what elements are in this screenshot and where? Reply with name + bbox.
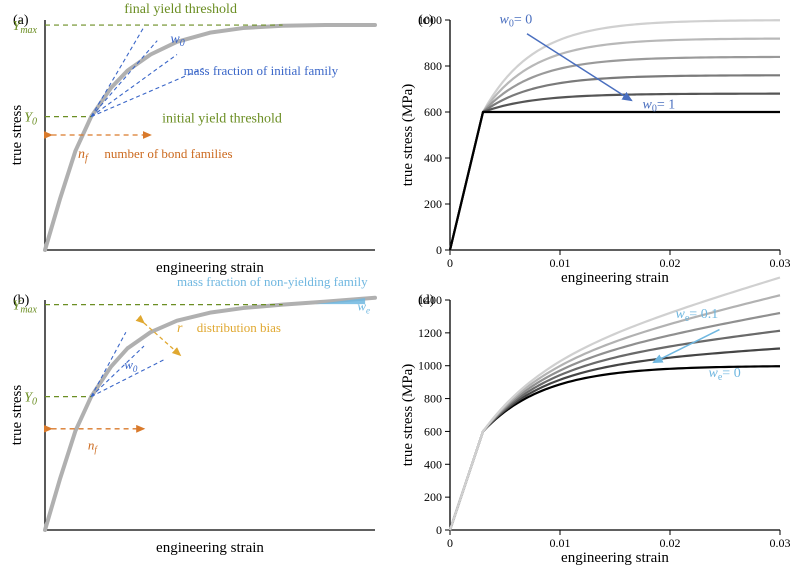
svg-text:true stress: true stress [9,385,25,446]
svg-text:we: we [357,298,370,315]
svg-text:final yield threshold: final yield threshold [124,2,237,17]
svg-text:number of bond families: number of bond families [104,146,232,161]
svg-text:engineering strain: engineering strain [561,550,669,566]
svg-text:w0: w0 [124,357,138,374]
svg-text:we= 0.1: we= 0.1 [676,307,719,324]
svg-text:400: 400 [424,457,442,471]
svg-text:distribution bias: distribution bias [197,320,281,335]
svg-text:true stress: true stress [9,105,25,166]
svg-text:0.02: 0.02 [660,256,681,270]
svg-text:engineering strain: engineering strain [156,540,264,556]
svg-text:0: 0 [436,243,442,257]
svg-text:initial yield threshold: initial yield threshold [162,111,282,126]
figure-svg: engineering straintrue stress(a)YmaxY0fi… [0,0,800,568]
svg-text:mass fraction of non-yielding: mass fraction of non-yielding family [177,274,368,289]
svg-text:true stress (MPa): true stress (MPa) [400,364,416,466]
svg-text:Y0: Y0 [24,111,37,128]
svg-text:r: r [177,321,183,336]
svg-text:Y0: Y0 [24,391,37,408]
svg-text:w0= 0: w0= 0 [500,12,533,29]
svg-text:800: 800 [424,59,442,73]
svg-text:w0= 1: w0= 1 [643,98,676,115]
svg-text:w0: w0 [170,32,184,49]
svg-text:we= 0: we= 0 [709,366,741,383]
svg-text:600: 600 [424,424,442,438]
svg-text:0.01: 0.01 [550,536,571,550]
svg-text:mass fraction of initial famil: mass fraction of initial family [184,63,339,78]
svg-text:0: 0 [436,523,442,537]
svg-text:0.03: 0.03 [770,256,791,270]
svg-text:200: 200 [424,197,442,211]
svg-text:nf: nf [78,147,89,164]
svg-text:400: 400 [424,151,442,165]
svg-text:0.02: 0.02 [660,536,681,550]
svg-text:800: 800 [424,392,442,406]
svg-text:nf: nf [88,438,99,455]
svg-text:1000: 1000 [418,13,442,27]
svg-text:0.03: 0.03 [770,536,791,550]
svg-text:0: 0 [447,256,453,270]
svg-text:600: 600 [424,105,442,119]
svg-text:200: 200 [424,490,442,504]
svg-text:1000: 1000 [418,359,442,373]
svg-text:1200: 1200 [418,326,442,340]
svg-text:engineering strain: engineering strain [561,270,669,286]
svg-text:0: 0 [447,536,453,550]
svg-text:1400: 1400 [418,293,442,307]
svg-text:0.01: 0.01 [550,256,571,270]
svg-text:true stress (MPa): true stress (MPa) [400,84,416,186]
